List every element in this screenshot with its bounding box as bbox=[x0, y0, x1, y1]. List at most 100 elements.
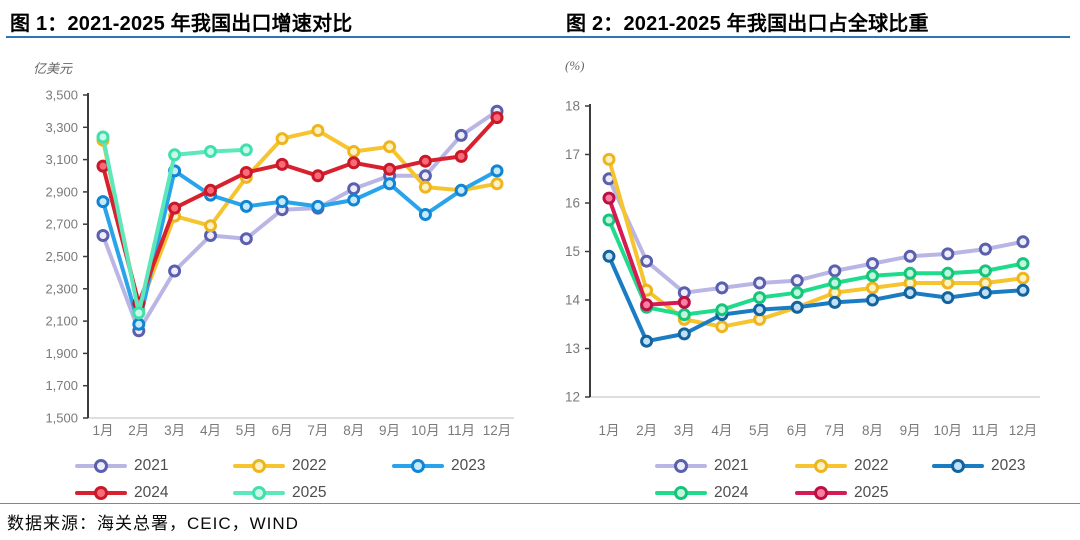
x-tick-label: 11月 bbox=[972, 423, 1000, 438]
data-point-2022 bbox=[204, 219, 217, 233]
data-point-2022 bbox=[602, 152, 616, 166]
chart1-unit-label: 亿美元 bbox=[33, 61, 73, 76]
x-tick-label: 12月 bbox=[1009, 423, 1038, 438]
legend-marker-icon bbox=[94, 486, 108, 500]
y-tick-label: 3,300 bbox=[45, 120, 78, 135]
data-point-2021 bbox=[418, 169, 432, 183]
legend-marker-icon bbox=[411, 459, 425, 473]
data-point-2025 bbox=[132, 306, 146, 320]
x-tick-label: 8月 bbox=[343, 423, 364, 438]
data-point-2021 bbox=[239, 232, 253, 246]
series-line-2023 bbox=[101, 168, 499, 327]
data-point-2023 bbox=[347, 193, 361, 207]
x-tick-label: 5月 bbox=[749, 423, 770, 438]
data-point-2023 bbox=[383, 177, 397, 191]
data-point-2024 bbox=[418, 154, 432, 168]
data-point-2025 bbox=[677, 295, 691, 309]
data-point-2025 bbox=[96, 130, 110, 144]
x-tick-label: 6月 bbox=[272, 423, 293, 438]
data-point-2022 bbox=[1016, 271, 1030, 285]
legend-item-2023: 2023 bbox=[932, 457, 1025, 475]
y-tick-label: 17 bbox=[565, 147, 580, 162]
x-tick-label: 7月 bbox=[307, 423, 328, 438]
data-point-2021 bbox=[941, 247, 955, 261]
data-point-2024 bbox=[753, 291, 767, 305]
data-point-2025 bbox=[239, 143, 253, 157]
chart1-container: 亿美元 1,500 1,700 1,900 2,100 2,300 2,500 2,700 2… bbox=[0, 50, 540, 505]
legend-marker-icon bbox=[814, 459, 828, 473]
data-point-2021 bbox=[96, 229, 110, 242]
data-point-2023 bbox=[239, 199, 253, 213]
data-point-2024 bbox=[383, 162, 397, 176]
y-tick-label: 1,500 bbox=[45, 411, 78, 426]
legend-label: 2022 bbox=[292, 457, 327, 474]
data-point-2024 bbox=[490, 111, 504, 125]
data-point-2024 bbox=[204, 183, 217, 197]
x-tick-label: 5月 bbox=[236, 423, 257, 438]
data-point-2021 bbox=[1016, 235, 1030, 249]
data-point-2023 bbox=[602, 249, 616, 263]
data-point-2025 bbox=[204, 145, 217, 158]
data-point-2025 bbox=[168, 148, 182, 162]
data-point-2024 bbox=[239, 166, 253, 179]
data-point-2024 bbox=[941, 266, 955, 280]
data-point-2025 bbox=[640, 298, 654, 312]
legend-line-icon bbox=[655, 486, 707, 500]
legend-label: 2025 bbox=[292, 484, 327, 501]
legend-item-2024: 2024 bbox=[75, 484, 168, 502]
data-point-2023 bbox=[866, 293, 879, 307]
x-tick-label: 12月 bbox=[483, 423, 512, 438]
x-tick-label: 3月 bbox=[674, 423, 695, 438]
y-tick-label: 14 bbox=[565, 293, 581, 308]
data-point-2023 bbox=[311, 199, 325, 213]
data-point-2023 bbox=[1016, 283, 1030, 297]
data-point-2021 bbox=[903, 249, 917, 263]
data-point-2023 bbox=[828, 295, 842, 309]
data-point-2023 bbox=[454, 183, 468, 197]
data-point-2023 bbox=[275, 195, 289, 209]
y-tick-label: 1,900 bbox=[45, 346, 78, 361]
data-point-2024 bbox=[715, 303, 729, 317]
x-tick-label: 4月 bbox=[200, 423, 221, 438]
legend-marker-icon bbox=[674, 459, 688, 473]
legend-label: 2022 bbox=[854, 457, 889, 474]
legend-item-2024: 2024 bbox=[655, 484, 748, 502]
legend-marker-icon bbox=[814, 486, 828, 500]
y-tick-label: 2,700 bbox=[45, 217, 78, 232]
legend-line-icon bbox=[655, 459, 707, 473]
y-tick-label: 2,500 bbox=[45, 249, 78, 264]
data-point-2021 bbox=[828, 264, 842, 278]
data-point-2021 bbox=[640, 254, 654, 268]
x-tick-label: 9月 bbox=[379, 423, 400, 438]
chart2-unit-label: (%) bbox=[565, 58, 585, 73]
y-tick-label: 2,300 bbox=[45, 281, 78, 296]
y-tick-label: 13 bbox=[565, 341, 580, 356]
x-tick-label: 2月 bbox=[128, 423, 149, 438]
data-point-2021 bbox=[790, 274, 804, 288]
data-point-2021 bbox=[715, 281, 729, 295]
legend-label: 2021 bbox=[134, 457, 169, 474]
x-tick-label: 2月 bbox=[636, 423, 657, 438]
data-point-2022 bbox=[866, 281, 879, 295]
legend-line-icon bbox=[932, 459, 984, 473]
legend-marker-icon bbox=[252, 486, 266, 500]
legend-item-2021: 2021 bbox=[655, 457, 748, 475]
legend-label: 2023 bbox=[451, 457, 486, 474]
data-point-2024 bbox=[828, 276, 842, 290]
legend-label: 2021 bbox=[714, 457, 749, 474]
y-tick-label: 3,500 bbox=[45, 88, 78, 103]
x-tick-label: 9月 bbox=[900, 423, 921, 438]
x-tick-label: 4月 bbox=[711, 423, 732, 438]
legend-line-icon bbox=[75, 486, 127, 500]
y-tick-label: 16 bbox=[565, 196, 580, 211]
data-point-2024 bbox=[677, 308, 691, 322]
data-point-2021 bbox=[978, 242, 992, 256]
x-tick-label: 11月 bbox=[447, 423, 475, 438]
chart2-container: (%) 12 13 14 15 16 17 18 1月 2月 3月 4月 5月 6月 7月 8月 9月 10月 1… bbox=[540, 50, 1080, 505]
chart2-title: 图 2：2021-2025 年我国出口占全球比重 bbox=[566, 13, 929, 35]
data-point-2023 bbox=[753, 303, 767, 317]
legend-label: 2024 bbox=[134, 484, 169, 501]
x-tick-label: 1月 bbox=[598, 423, 619, 438]
data-point-2021 bbox=[753, 276, 767, 290]
data-point-2024 bbox=[454, 149, 468, 163]
